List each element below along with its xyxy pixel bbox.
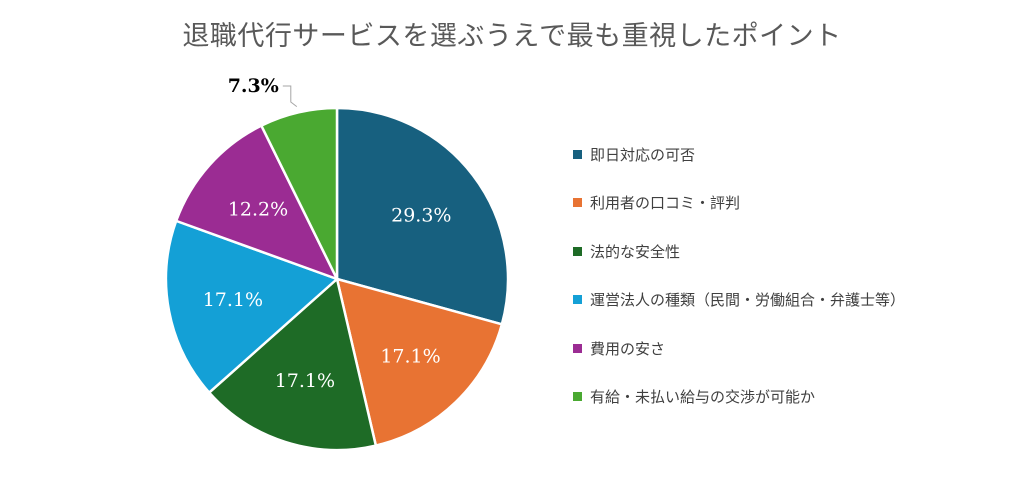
legend-swatch — [573, 295, 582, 304]
legend-item: 費用の安さ — [573, 336, 665, 360]
legend-item: 有給・未払い給与の交渉が可能か — [573, 385, 815, 409]
legend-swatch — [573, 149, 582, 159]
legend-label: 利用者の口コミ・評判 — [590, 194, 741, 212]
legend-label: 即日対応の可否 — [590, 145, 696, 164]
pie-slice — [260, 106, 339, 281]
pie-slice — [207, 277, 378, 452]
legend-label: 法的な安全性 — [590, 242, 681, 261]
legend-item: 利用者の口コミ・評判 — [573, 191, 740, 215]
legend-item: 法的な安全性 — [573, 239, 680, 263]
legend-swatch — [573, 246, 582, 256]
pie-slices — [164, 106, 510, 452]
pie-data-label: 17.1% — [275, 370, 335, 392]
pie-data-labels: 29.3% 17.1% 17.1% 17.1% 12.2% 7.3% — [203, 75, 452, 392]
chart-title: 退職代行サービスを選ぶうえで最も重視したポイント — [182, 21, 842, 52]
pie-slice — [174, 124, 339, 281]
legend-label: 費用の安さ — [590, 339, 666, 358]
legend-item: 即日対応の可否 — [573, 142, 695, 166]
legend-swatch — [573, 343, 582, 353]
legend-swatch — [573, 392, 582, 401]
legend-label: 運営法人の種類（民間・労働組合・弁護士等） — [590, 291, 906, 309]
pie-leader-line — [282, 85, 298, 107]
pie-data-label: 17.1% — [380, 345, 440, 367]
pie-data-label: 29.3% — [391, 205, 451, 227]
legend-item: 運営法人の種類（民間・労働組合・弁護士等） — [573, 288, 905, 312]
pie-data-label: 12.2% — [228, 198, 288, 220]
pie-data-label: 17.1% — [203, 289, 263, 311]
pie-slice — [335, 277, 504, 447]
legend-label: 有給・未払い給与の交渉が可能か — [590, 388, 816, 406]
legend-swatch — [573, 198, 582, 207]
pie-slice — [335, 106, 510, 326]
pie-data-label: 7.3% — [228, 75, 279, 97]
